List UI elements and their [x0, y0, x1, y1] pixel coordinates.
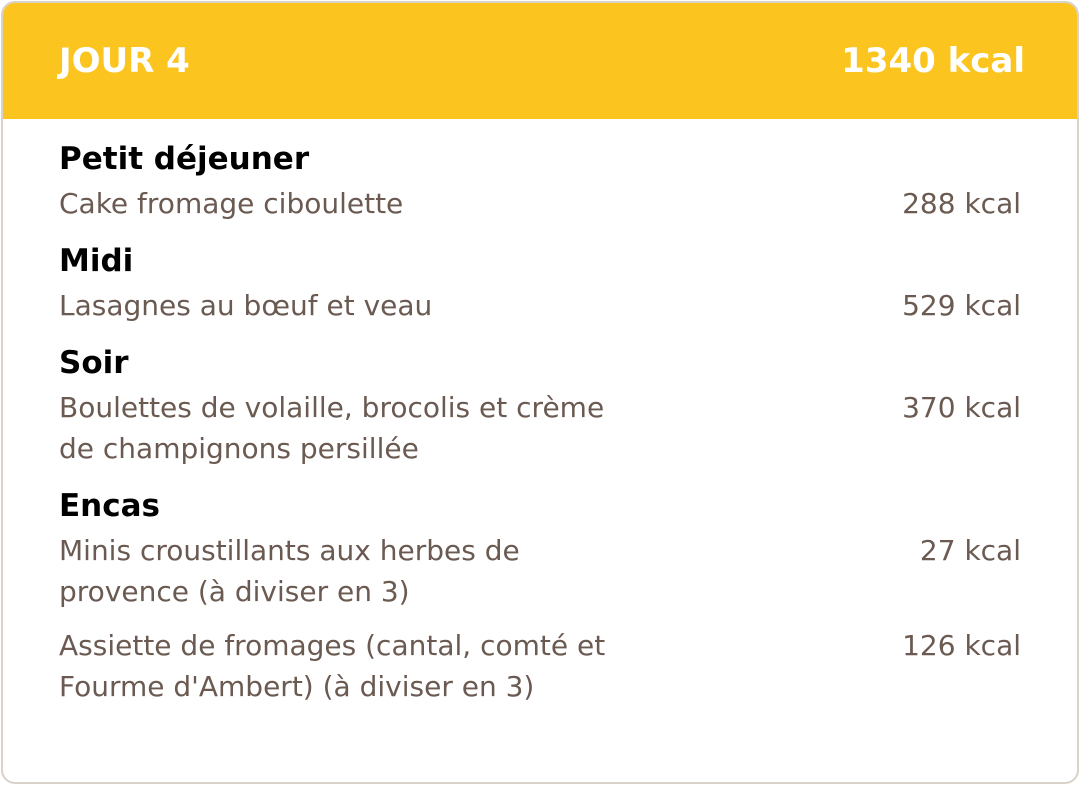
item-line: Boulettes de volaille, brocolis et crème: [59, 391, 605, 424]
meal-section: Soir Boulettes de volaille, brocolis et c…: [59, 339, 1021, 469]
item-name: Lasagnes au bœuf et veau: [59, 285, 432, 326]
item-kcal: 288 kcal: [902, 187, 1021, 220]
meal-item: Lasagnes au bœuf et veau 529 kcal: [59, 285, 1021, 326]
meal-title: Soir: [59, 345, 129, 381]
day-total: 1340 kcal: [841, 41, 1025, 81]
item-kcal: 27 kcal: [919, 534, 1021, 567]
item-kcal: 126 kcal: [902, 629, 1021, 662]
item-name: Boulettes de volaille, brocolis et crème…: [59, 387, 604, 469]
meal-item: Minis croustillants aux herbes de provenc…: [59, 530, 1021, 612]
item-name: Assiette de fromages (cantal, comté et Fo…: [59, 625, 605, 707]
meal-title: Encas: [59, 488, 160, 524]
item-kcal: 370 kcal: [902, 391, 1021, 424]
meal-section: Petit déjeuner Cake fromage ciboulette 288…: [59, 135, 1021, 224]
item-kcal: 529 kcal: [902, 289, 1021, 322]
meals: Petit déjeuner Cake fromage ciboulette 288…: [3, 119, 1077, 707]
meal-item: Cake fromage ciboulette 288 kcal: [59, 183, 1021, 224]
meal-section: Encas Minis croustillants aux herbes de pr…: [59, 482, 1021, 707]
meal-item: Boulettes de volaille, brocolis et crème…: [59, 387, 1021, 469]
header: JOUR 4 1340 kcal: [3, 3, 1077, 119]
meal-section: Midi Lasagnes au bœuf et veau 529 kcal: [59, 237, 1021, 326]
item-line: Lasagnes au bœuf et veau: [59, 289, 433, 322]
meal-title: Midi: [59, 243, 134, 279]
item-line: Cake fromage ciboulette: [59, 187, 404, 220]
item-name: Minis croustillants aux herbes de provenc…: [59, 530, 520, 612]
item-line: Fourme d'Ambert) (à diviser en 3): [59, 670, 535, 703]
item-line: Minis croustillants aux herbes de: [59, 534, 520, 567]
meal-title: Petit déjeuner: [59, 141, 310, 177]
item-line: provence (à diviser en 3): [59, 575, 410, 608]
meal-item: Assiette de fromages (cantal, comté et Fo…: [59, 625, 1021, 707]
item-line: de champignons persillée: [59, 432, 419, 465]
item-name: Cake fromage ciboulette: [59, 183, 403, 224]
item-line: Assiette de fromages (cantal, comté et: [59, 629, 606, 662]
day-title: JOUR 4: [59, 41, 190, 81]
